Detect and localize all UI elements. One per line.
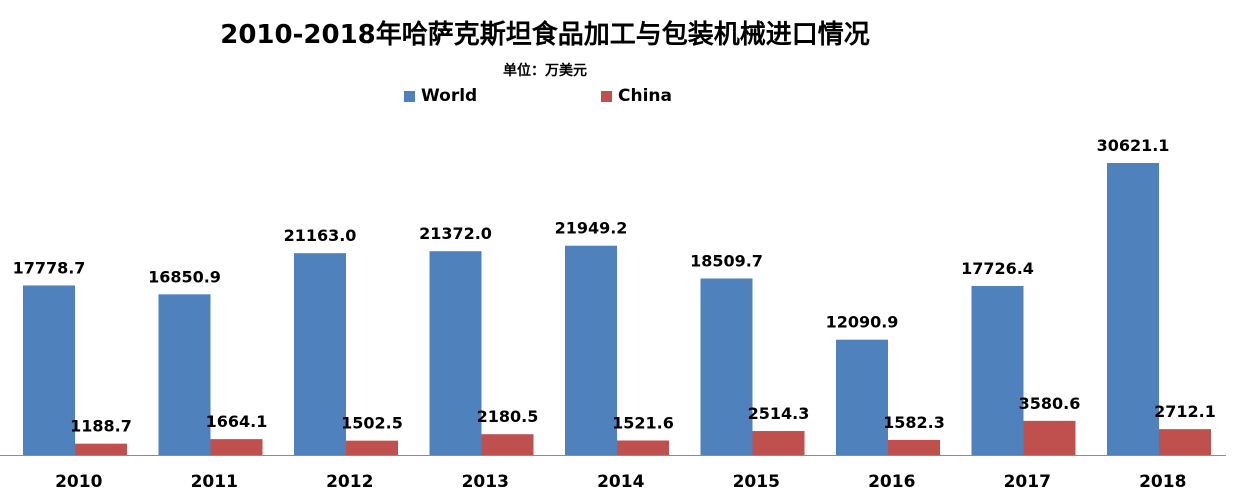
bar-china-2014 <box>617 440 669 455</box>
data-label-china-2012: 1502.5 <box>341 414 403 433</box>
data-label-world-2011: 16850.9 <box>148 267 221 286</box>
data-label-world-2018: 30621.1 <box>1097 136 1170 155</box>
x-tick-label-2017: 2017 <box>1004 472 1051 492</box>
data-label-world-2017: 17726.4 <box>961 259 1034 278</box>
bar-world-2017 <box>971 285 1024 455</box>
bar-world-2011 <box>158 294 211 455</box>
chart-title: 2010-2018年哈萨克斯坦食品加工与包装机械进口情况 <box>220 20 870 50</box>
bar-china-2013 <box>481 434 534 455</box>
chart-subtitle: 单位：万美元 <box>503 63 587 79</box>
bar-china-2010 <box>75 443 127 455</box>
bar-china-2018 <box>1159 429 1211 455</box>
x-tick-label-2010: 2010 <box>55 472 102 492</box>
x-tick-label-2015: 2015 <box>733 472 780 492</box>
data-label-world-2015: 18509.7 <box>690 251 763 270</box>
legend: World China <box>0 86 1090 108</box>
data-label-china-2013: 2180.5 <box>477 407 539 426</box>
data-label-world-2013: 21372.0 <box>419 224 492 243</box>
data-label-china-2010: 1188.7 <box>70 417 132 436</box>
legend-item-world: World <box>404 86 477 106</box>
bar-china-2015 <box>752 431 805 455</box>
x-tick-label-2018: 2018 <box>1139 472 1186 492</box>
bar-world-2013 <box>429 251 482 455</box>
bar-world-2015 <box>700 278 753 455</box>
data-label-world-2012: 21163.0 <box>284 226 357 245</box>
x-tick-label-2013: 2013 <box>462 472 509 492</box>
legend-item-china: China <box>601 86 672 106</box>
data-label-china-2017: 3580.6 <box>1019 394 1081 413</box>
data-label-china-2014: 1521.6 <box>612 413 674 432</box>
data-label-world-2016: 12090.9 <box>826 313 899 332</box>
bar-world-2018 <box>1107 163 1159 455</box>
data-label-china-2018: 2712.1 <box>1154 402 1216 421</box>
legend-label-world: World <box>421 86 478 106</box>
bar-china-2017 <box>1023 420 1076 455</box>
x-tick-label-2011: 2011 <box>191 472 238 492</box>
data-label-china-2016: 1582.3 <box>883 413 945 432</box>
legend-label-china: China <box>618 86 672 106</box>
bar-world-2010 <box>23 285 75 455</box>
legend-swatch-china <box>601 90 612 102</box>
bar-china-2012 <box>346 440 398 455</box>
bar-world-2012 <box>294 253 346 455</box>
data-label-world-2010: 17778.7 <box>13 258 86 277</box>
data-label-china-2015: 2514.3 <box>748 404 810 423</box>
data-label-china-2011: 1664.1 <box>206 412 268 431</box>
bar-china-2011 <box>210 439 263 455</box>
x-tick-label-2014: 2014 <box>597 472 644 492</box>
data-label-world-2014: 21949.2 <box>555 219 628 238</box>
bar-china-2016 <box>888 439 940 455</box>
bar-world-2014 <box>565 245 617 455</box>
x-tick-label-2012: 2012 <box>326 472 373 492</box>
x-tick-label-2016: 2016 <box>868 472 915 492</box>
bar-world-2016 <box>836 339 888 455</box>
legend-swatch-world <box>404 90 415 102</box>
